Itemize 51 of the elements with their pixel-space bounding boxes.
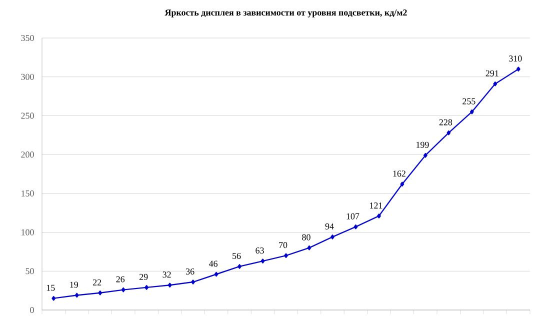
data-label: 70 [279,242,288,248]
y-tick-label: 50 [26,268,34,274]
data-label: 107 [346,213,360,220]
data-label: 80 [302,234,310,240]
data-label: 29 [139,274,148,280]
point [446,130,451,136]
data-label: 56 [232,252,241,259]
point [493,81,498,86]
y-tick-label: 250 [21,112,34,119]
point [400,182,404,186]
point [98,290,102,296]
data-label: 121 [370,202,382,208]
data-label: 46 [208,260,218,267]
y-tick-label: 350 [21,34,34,42]
point [238,264,242,269]
y-tick-label: 300 [21,74,34,80]
data-label: 19 [70,282,78,288]
point [144,285,149,290]
point [307,245,312,250]
point [52,296,56,301]
point [516,66,520,72]
y-tick-label: 150 [22,190,34,196]
data-label: 26 [116,276,125,282]
data-label: 32 [162,272,171,278]
data-label: 15 [46,284,55,291]
y-tick-label: 100 [22,229,34,236]
point [121,287,126,292]
point [330,234,334,240]
data-label: 22 [93,279,102,286]
point [214,272,218,277]
data-label: 36 [186,268,194,275]
point [377,214,381,218]
point [423,152,428,158]
y-tick-label: 200 [21,152,34,158]
point [260,258,265,264]
y-tick-label: 0 [30,306,34,314]
data-label: 255 [462,98,476,104]
chart-title: Яркость дисплея в зависимости от уровня подсветки, кд/м2 [164,10,407,18]
point [74,292,79,298]
point [354,224,358,230]
data-label: 94 [325,223,334,230]
data-label: 310 [509,56,522,62]
data-label: 63 [256,248,264,254]
data-label: 199 [416,142,429,148]
point [284,253,288,258]
point [168,282,172,288]
point [470,109,474,114]
data-label: 162 [393,170,406,177]
point [191,280,195,284]
data-label: 291 [486,70,498,76]
data-label: 228 [439,119,452,126]
